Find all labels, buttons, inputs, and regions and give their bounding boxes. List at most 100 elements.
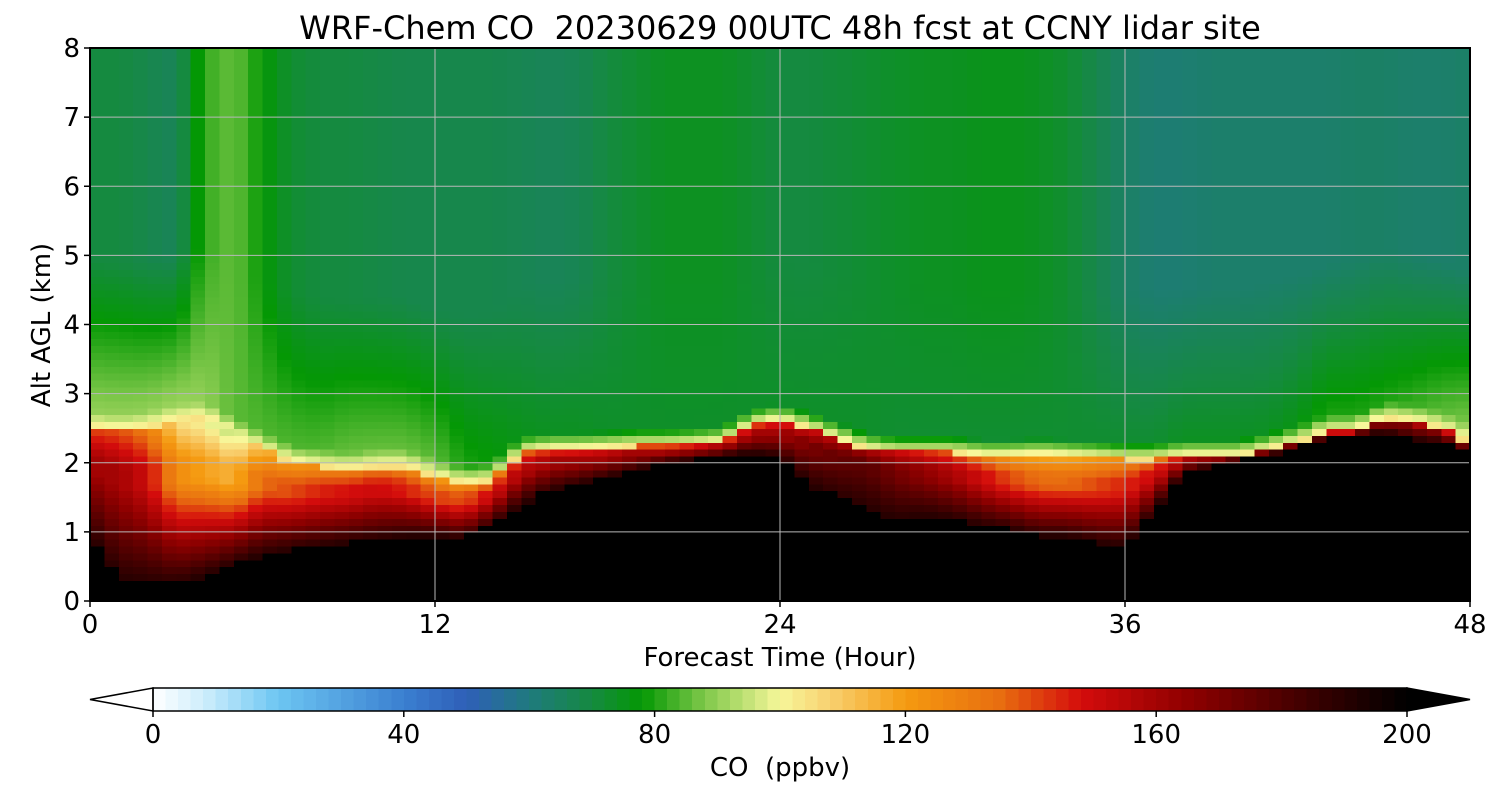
colorbar-segment (818, 688, 831, 711)
colorbar-segment (1307, 688, 1320, 711)
colorbar-segment (918, 688, 931, 711)
colorbar-segment (993, 688, 1006, 711)
colorbar-segment (1332, 688, 1345, 711)
colorbar-segment (1206, 688, 1219, 711)
colorbar-segment (1269, 688, 1282, 711)
colorbar-segment (579, 688, 592, 711)
y-tick-label: 7 (63, 103, 80, 133)
colorbar-segment (253, 688, 266, 711)
colorbar-segment (191, 688, 204, 711)
colorbar-segment (354, 688, 367, 711)
colorbar-segment (1018, 688, 1031, 711)
colorbar-segment (830, 688, 843, 711)
colorbar-segment (1257, 688, 1270, 711)
colorbar-segment (1156, 688, 1169, 711)
colorbar-segment (1068, 688, 1081, 711)
colorbar-segment (303, 688, 316, 711)
colorbar-segment (203, 688, 216, 711)
colorbar-segment (843, 688, 856, 711)
colorbar-segment (241, 688, 254, 711)
colorbar-segment (1144, 688, 1157, 711)
colorbar-segment (617, 688, 630, 711)
colorbar-segment (730, 688, 743, 711)
colorbar-segment (366, 688, 379, 711)
colorbar-tick-label: 80 (638, 720, 671, 750)
colorbar-segment (1382, 688, 1395, 711)
colorbar-segment (1031, 688, 1044, 711)
y-tick-label: 4 (63, 311, 80, 341)
chart-title: WRF-Chem CO 20230629 00UTC 48h fcst at C… (299, 9, 1261, 47)
colorbar-segment (1394, 688, 1407, 711)
colorbar-segment (1043, 688, 1056, 711)
colorbar-tick-label: 40 (387, 720, 420, 750)
colorbar-segment (1006, 688, 1019, 711)
x-axis-label: Forecast Time (Hour) (643, 643, 916, 673)
colorbar-segment (228, 688, 241, 711)
y-tick-label: 3 (63, 380, 80, 410)
colorbar-segment (554, 688, 567, 711)
colorbar-segment (1081, 688, 1094, 711)
colorbar-segment (1231, 688, 1244, 711)
colorbar-segment (717, 688, 730, 711)
colorbar-segment (153, 688, 166, 711)
colorbar-segment (379, 688, 392, 711)
x-tick-label: 36 (1108, 610, 1141, 640)
colorbar-segment (755, 688, 768, 711)
colorbar (90, 688, 1470, 711)
colorbar-tick-label: 0 (145, 720, 162, 750)
colorbar-segment (216, 688, 229, 711)
colorbar-segment (1119, 688, 1132, 711)
y-tick-label: 1 (63, 518, 80, 548)
colorbar-segment (592, 688, 605, 711)
colorbar-segment (467, 688, 480, 711)
colorbar-segment (692, 688, 705, 711)
colorbar-segment (1056, 688, 1069, 711)
colorbar-segment (893, 688, 906, 711)
colorbar-tick-label: 160 (1131, 720, 1181, 750)
colorbar-segment (529, 688, 542, 711)
x-tick-label: 12 (418, 610, 451, 640)
colorbar-segment (291, 688, 304, 711)
colorbar-segment (1094, 688, 1107, 711)
colorbar-segment (178, 688, 191, 711)
colorbar-segment (604, 688, 617, 711)
colorbar-segment (567, 688, 580, 711)
colorbar-segment (905, 688, 918, 711)
colorbar-segment (266, 688, 279, 711)
colorbar-segment (642, 688, 655, 711)
colorbar-segment (329, 688, 342, 711)
colorbar-segment (278, 688, 291, 711)
colorbar-segment (1106, 688, 1119, 711)
colorbar-label: CO (ppbv) (710, 753, 850, 783)
colorbar-extend-low (90, 688, 153, 711)
colorbar-segment (166, 688, 179, 711)
colorbar-segment (1357, 688, 1370, 711)
colorbar-tick-label: 120 (881, 720, 931, 750)
colorbar-segment (855, 688, 868, 711)
colorbar-segment (441, 688, 454, 711)
colorbar-segment (880, 688, 893, 711)
colorbar-segment (1244, 688, 1257, 711)
colorbar-segment (968, 688, 981, 711)
colorbar-segment (1181, 688, 1194, 711)
colorbar-segment (479, 688, 492, 711)
y-tick-label: 8 (63, 34, 80, 64)
y-tick-label: 6 (63, 172, 80, 202)
colorbar-segment (956, 688, 969, 711)
y-tick-label: 5 (63, 241, 80, 271)
colorbar-segment (429, 688, 442, 711)
x-tick-label: 0 (82, 610, 99, 640)
colorbar-segment (1282, 688, 1295, 711)
colorbar-segment (868, 688, 881, 711)
colorbar-segment (930, 688, 943, 711)
colorbar-segment (943, 688, 956, 711)
colorbar-segment (504, 688, 517, 711)
colorbar-segment (780, 688, 793, 711)
colorbar-segment (667, 688, 680, 711)
colorbar-segment (1194, 688, 1207, 711)
colorbar-segment (391, 688, 404, 711)
